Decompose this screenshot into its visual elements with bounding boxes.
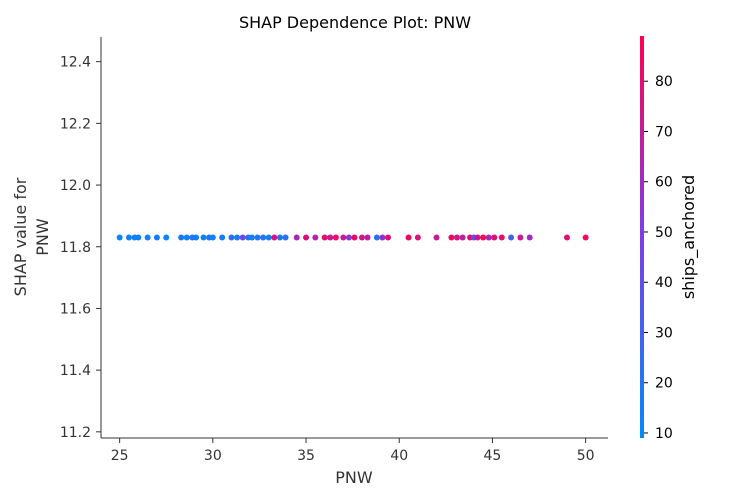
scatter-point — [265, 234, 272, 241]
scatter-point — [153, 234, 160, 241]
colorbar-gradient — [640, 36, 644, 438]
y-tick-label: 11.6 — [60, 301, 91, 317]
scatter-point — [144, 234, 151, 241]
scatter-point — [332, 234, 339, 241]
scatter-point — [358, 234, 365, 241]
y-axis-label-line-2: PNW — [33, 218, 52, 256]
scatter-point — [498, 234, 505, 241]
x-tick-label: 50 — [577, 448, 595, 464]
scatter-point — [405, 234, 412, 241]
scatter-points — [116, 234, 589, 241]
scatter-point — [125, 234, 132, 241]
scatter-point — [303, 234, 310, 241]
scatter-point — [282, 234, 289, 241]
scatter-point — [364, 234, 371, 241]
y-tick-label: 12.0 — [60, 178, 91, 194]
colorbar-tick-label: 30 — [655, 325, 673, 341]
scatter-point — [193, 234, 200, 241]
scatter-point — [293, 234, 300, 241]
scatter-point — [414, 234, 421, 241]
colorbar-tick-label: 10 — [655, 426, 673, 442]
scatter-point — [234, 234, 241, 241]
scatter-point — [254, 234, 261, 241]
scatter-point — [454, 234, 461, 241]
scatter-point — [582, 234, 589, 241]
scatter-point — [373, 234, 380, 241]
scatter-point — [491, 234, 498, 241]
colorbar-tick-label: 40 — [655, 275, 673, 291]
scatter-point — [526, 234, 533, 241]
scatter-point — [459, 234, 466, 241]
y-ticks: 11.2 11.4 11.6 11.8 12.0 12.2 12.4 — [60, 55, 101, 441]
scatter-point — [163, 234, 170, 241]
scatter-point — [351, 234, 358, 241]
colorbar-label: ships_anchored — [679, 175, 699, 299]
scatter-point — [485, 234, 492, 241]
x-tick-label: 35 — [297, 448, 315, 464]
scatter-point — [508, 234, 515, 241]
y-tick-label: 12.4 — [60, 55, 91, 71]
scatter-point — [116, 234, 123, 241]
scatter-point — [327, 234, 334, 241]
scatter-point — [321, 234, 328, 241]
x-ticks: 25 30 35 40 45 50 — [111, 438, 595, 464]
scatter-point — [340, 234, 347, 241]
y-tick-label: 12.2 — [60, 116, 91, 132]
colorbar-tick-label: 20 — [655, 376, 673, 392]
scatter-point — [271, 234, 278, 241]
scatter-point — [379, 234, 386, 241]
scatter-point — [248, 234, 255, 241]
y-tick-label: 11.8 — [60, 240, 91, 256]
y-axis-label: SHAP value for PNW — [11, 177, 52, 296]
colorbar-tick-label: 80 — [655, 74, 673, 90]
x-tick-label: 25 — [111, 448, 129, 464]
chart-title: SHAP Dependence Plot: PNW — [239, 13, 471, 32]
scatter-point — [345, 234, 352, 241]
scatter-point — [135, 234, 142, 241]
scatter-point — [517, 234, 524, 241]
scatter-point — [563, 234, 570, 241]
x-tick-label: 40 — [390, 448, 408, 464]
scatter-point — [183, 234, 190, 241]
x-axis-label: PNW — [335, 468, 373, 487]
colorbar-tick-label: 50 — [655, 225, 673, 241]
scatter-point — [448, 234, 455, 241]
scatter-point — [219, 234, 226, 241]
scatter-point — [312, 234, 319, 241]
x-tick-label: 45 — [484, 448, 502, 464]
y-axis-label-line-1: SHAP value for — [11, 177, 30, 296]
scatter-point — [200, 234, 207, 241]
x-tick-label: 30 — [204, 448, 222, 464]
y-tick-label: 11.2 — [60, 425, 91, 441]
colorbar-ticks: 10 20 30 40 50 60 70 80 — [644, 74, 673, 442]
colorbar-tick-label: 70 — [655, 124, 673, 140]
scatter-point — [480, 234, 487, 241]
scatter-point — [228, 234, 235, 241]
y-tick-label: 11.4 — [60, 363, 91, 379]
colorbar: 10 20 30 40 50 60 70 80 ships_anchored — [640, 36, 699, 442]
scatter-point — [433, 234, 440, 241]
scatter-point — [260, 234, 267, 241]
colorbar-tick-label: 60 — [655, 175, 673, 191]
scatter-point — [474, 234, 481, 241]
scatter-point — [239, 234, 246, 241]
scatter-point — [178, 234, 185, 241]
scatter-point — [209, 234, 216, 241]
scatter-point — [385, 234, 392, 241]
scatter-point — [276, 234, 283, 241]
plot-area: 25 30 35 40 45 50 11.2 11.4 11.6 11.8 12.0 12.2 12.… — [60, 37, 608, 464]
